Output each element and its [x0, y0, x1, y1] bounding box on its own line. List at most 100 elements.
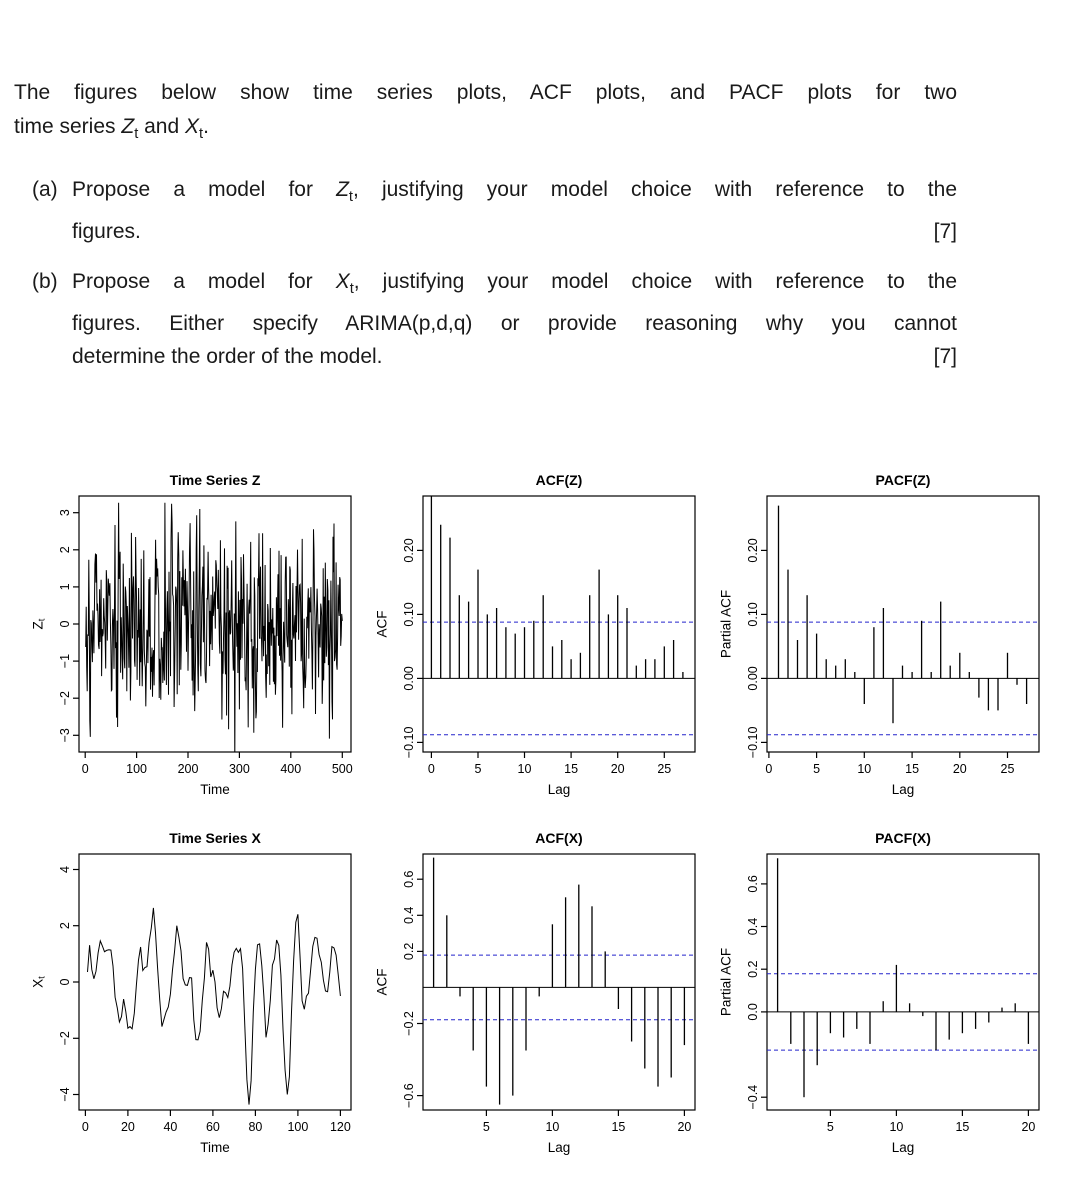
- svg-text:20: 20: [677, 1120, 691, 1134]
- svg-text:5: 5: [482, 1120, 489, 1134]
- panel-acf-x: ACF(X) 0.6 0.4 0.2 −0.2 −0.6 5 10 15 20 ACF Lag: [367, 828, 703, 1168]
- svg-text:2: 2: [58, 922, 72, 929]
- panel-pacf-x: PACF(X) 0.6 0.4 0.2 0.0 −0.4 5 10 15 20 Partial AC…: [711, 828, 1047, 1168]
- panel-time-series-x: Time Series X −4 −2 0 2 4 0 20 40 60 80 100 120 Xt Tim…: [23, 828, 359, 1168]
- svg-text:Time: Time: [200, 782, 230, 797]
- svg-text:0.6: 0.6: [746, 875, 760, 892]
- panel-pacf-z: PACF(Z) −0.10 0.00 0.10 0.20 0 5 10 15 20 25 Partia…: [711, 470, 1047, 810]
- svg-text:0.20: 0.20: [746, 538, 760, 562]
- svg-text:0.10: 0.10: [746, 602, 760, 626]
- item-b-label: (b): [32, 269, 58, 293]
- svg-text:Xt: Xt: [30, 976, 47, 988]
- svg-text:−0.2: −0.2: [402, 1011, 416, 1036]
- svg-text:10: 10: [857, 762, 871, 776]
- svg-text:0.6: 0.6: [402, 870, 416, 887]
- svg-text:300: 300: [228, 762, 249, 776]
- svg-text:Lag: Lag: [891, 1140, 914, 1155]
- svg-text:ACF(Z): ACF(Z): [535, 472, 582, 488]
- item-b-marks: [7]: [933, 345, 957, 369]
- svg-text:40: 40: [163, 1120, 177, 1134]
- svg-text:−3: −3: [58, 728, 72, 742]
- svg-text:Partial ACF: Partial ACF: [718, 948, 733, 1016]
- item-a-text: Propose a model for Zt, justifying your …: [72, 178, 958, 244]
- svg-text:Time Series X: Time Series X: [169, 830, 261, 846]
- svg-text:0.10: 0.10: [402, 602, 416, 626]
- svg-text:5: 5: [813, 762, 820, 776]
- svg-text:PACF(X): PACF(X): [875, 830, 931, 846]
- svg-text:5: 5: [474, 762, 481, 776]
- svg-text:0.0: 0.0: [746, 1003, 760, 1020]
- svg-text:2: 2: [58, 546, 72, 553]
- svg-text:Lag: Lag: [547, 782, 570, 797]
- question-item-b: (b) Propose a model for Xt, justifying y…: [14, 265, 957, 374]
- svg-text:Time: Time: [200, 1140, 230, 1155]
- svg-text:0.00: 0.00: [402, 666, 416, 690]
- svg-text:−0.4: −0.4: [746, 1085, 760, 1110]
- panel-acf-z: ACF(Z) −0.10 0.00 0.10 0.20 0 5 10 15 20 25 ACF Lag: [367, 470, 703, 810]
- svg-text:120: 120: [329, 1120, 350, 1134]
- acf-z-chart: ACF(Z) −0.10 0.00 0.10 0.20 0 5 10 15 20 25 ACF Lag: [374, 472, 696, 797]
- svg-text:5: 5: [826, 1120, 833, 1134]
- svg-text:−2: −2: [58, 1031, 72, 1045]
- svg-text:0.20: 0.20: [402, 538, 416, 562]
- svg-text:25: 25: [1000, 762, 1014, 776]
- svg-text:10: 10: [889, 1120, 903, 1134]
- svg-text:10: 10: [545, 1120, 559, 1134]
- svg-text:0.4: 0.4: [402, 906, 416, 923]
- svg-text:60: 60: [205, 1120, 219, 1134]
- svg-text:400: 400: [280, 762, 301, 776]
- svg-text:0: 0: [765, 762, 772, 776]
- svg-text:25: 25: [657, 762, 671, 776]
- pacf-x-chart: PACF(X) 0.6 0.4 0.2 0.0 −0.4 5 10 15 20 Partial AC…: [718, 830, 1040, 1155]
- svg-text:Zt: Zt: [30, 618, 47, 629]
- svg-text:0.2: 0.2: [746, 960, 760, 977]
- question-intro: The figures below show time series plots…: [14, 81, 957, 142]
- svg-text:0.00: 0.00: [746, 666, 760, 690]
- svg-text:15: 15: [564, 762, 578, 776]
- svg-text:−0.10: −0.10: [746, 726, 760, 758]
- svg-text:Time Series Z: Time Series Z: [169, 472, 260, 488]
- svg-text:3: 3: [58, 509, 72, 516]
- svg-text:0: 0: [58, 978, 72, 985]
- svg-text:15: 15: [905, 762, 919, 776]
- svg-text:−2: −2: [58, 691, 72, 705]
- ts-z-chart: Time Series Z −3 −2 −1 0 1 2 3 0 100 200 300 400 500 Z…: [30, 472, 352, 797]
- svg-text:Partial ACF: Partial ACF: [718, 590, 733, 658]
- figures-grid: Time Series Z −3 −2 −1 0 1 2 3 0 100 200 300 400 500 Z…: [0, 470, 1069, 1168]
- svg-text:ACF: ACF: [374, 968, 389, 995]
- svg-text:0: 0: [58, 620, 72, 627]
- item-b-text: Propose a model for Xt, justifying your …: [72, 269, 958, 369]
- svg-text:20: 20: [120, 1120, 134, 1134]
- question-section: The figures below show time series plots…: [0, 76, 1069, 374]
- svg-text:ACF: ACF: [374, 610, 389, 637]
- page: The figures below show time series plots…: [0, 76, 1069, 1168]
- svg-text:−0.10: −0.10: [402, 726, 416, 758]
- question-item-a: (a) Propose a model for Zt, justifying y…: [14, 173, 957, 248]
- svg-text:100: 100: [126, 762, 147, 776]
- svg-text:PACF(Z): PACF(Z): [875, 472, 930, 488]
- svg-text:0.2: 0.2: [402, 942, 416, 959]
- svg-text:100: 100: [287, 1120, 308, 1134]
- svg-text:0: 0: [81, 762, 88, 776]
- svg-text:−1: −1: [58, 654, 72, 668]
- svg-text:ACF(X): ACF(X): [535, 830, 582, 846]
- svg-text:200: 200: [177, 762, 198, 776]
- svg-text:20: 20: [952, 762, 966, 776]
- svg-text:−4: −4: [58, 1087, 72, 1101]
- svg-text:4: 4: [58, 866, 72, 873]
- panel-time-series-z: Time Series Z −3 −2 −1 0 1 2 3 0 100 200 300 400 500 Z…: [23, 470, 359, 810]
- svg-text:1: 1: [58, 583, 72, 590]
- svg-text:15: 15: [611, 1120, 625, 1134]
- svg-text:15: 15: [955, 1120, 969, 1134]
- svg-text:0: 0: [427, 762, 434, 776]
- acf-x-chart: ACF(X) 0.6 0.4 0.2 −0.2 −0.6 5 10 15 20 ACF Lag: [374, 830, 696, 1155]
- item-a-label: (a): [32, 178, 58, 202]
- svg-text:0: 0: [81, 1120, 88, 1134]
- svg-text:Lag: Lag: [891, 782, 914, 797]
- svg-text:80: 80: [248, 1120, 262, 1134]
- svg-text:500: 500: [331, 762, 352, 776]
- pacf-z-chart: PACF(Z) −0.10 0.00 0.10 0.20 0 5 10 15 20 25 Partia…: [718, 472, 1040, 797]
- item-a-marks: [7]: [933, 220, 957, 244]
- svg-text:20: 20: [610, 762, 624, 776]
